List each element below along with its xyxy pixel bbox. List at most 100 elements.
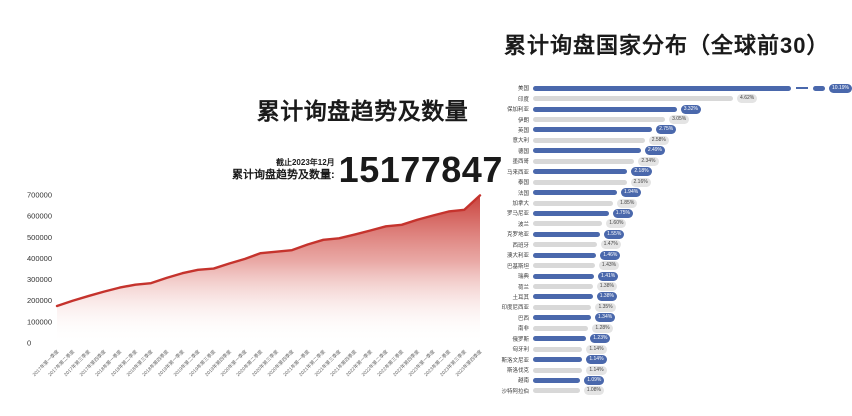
bar-segment	[533, 263, 595, 269]
cumulative-count-value: 15177847	[338, 149, 503, 190]
bar-row: 保加利亚 3.32%	[497, 104, 852, 114]
country-label: 保加利亚	[506, 107, 529, 114]
value-pill: 1.94%	[621, 188, 642, 198]
bar-row: 俄罗斯 1.23%	[497, 334, 852, 344]
country-label: 德国	[517, 148, 529, 155]
bar-track: 2.34%	[533, 156, 852, 166]
value-pill: 2.49%	[644, 146, 665, 156]
value-pill: 2.18%	[631, 167, 652, 177]
country-label: 泰国	[517, 180, 529, 187]
bar-track: 1.14%	[533, 365, 852, 375]
value-pill: 2.58%	[648, 135, 669, 145]
x-axis-tick-label: 2020年第二季度	[235, 348, 265, 378]
bar-row: 印度 4.62%	[497, 93, 852, 104]
bar-segment	[533, 210, 609, 216]
x-axis-tick-label: 2023年第四季度	[454, 348, 484, 378]
bar-row: 斯洛伐克 1.14%	[497, 365, 852, 375]
country-label: 斯洛伐克	[506, 368, 529, 375]
country-label: 澳大利亚	[506, 253, 529, 260]
bar-track: 1.35%	[533, 302, 852, 312]
x-axis-tick-label: 2018年第一季度	[94, 348, 124, 378]
area-chart-svg: 0 100000 200000 300000 400000 500000 600000 700…	[27, 191, 484, 378]
y-axis-tick-label: 200000	[27, 296, 52, 305]
bar-row: 意大利 2.58%	[497, 135, 852, 145]
y-axis-tick-label: 600000	[27, 212, 52, 221]
country-label: 土耳其	[512, 294, 529, 301]
x-axis-tick-label: 2017年第四季度	[78, 348, 108, 378]
value-pill: 1.34%	[595, 313, 616, 323]
country-label: 巴基斯坦	[506, 263, 529, 270]
bar-row: 加拿大 1.85%	[497, 198, 852, 208]
value-pill: 2.75%	[656, 125, 677, 135]
bar-segment	[533, 200, 614, 206]
bar-segment	[533, 315, 592, 321]
bar-track: 1.94%	[533, 188, 852, 198]
bar-track: 1.85%	[533, 198, 852, 208]
bar-segment	[533, 179, 627, 185]
value-pill: 10.19%	[829, 83, 852, 93]
x-axis-tick-label: 2018年第三季度	[125, 348, 155, 378]
bar-segment	[533, 325, 589, 331]
bar-row: 美国 10.19%	[497, 83, 852, 93]
x-axis-tick-label: 2018年第二季度	[109, 348, 139, 378]
bar-segment	[533, 252, 597, 258]
y-axis-tick-label: 300000	[27, 275, 52, 284]
bar-segment	[533, 346, 583, 352]
x-axis-tick-label: 2019年第一季度	[156, 348, 186, 378]
bar-segment	[533, 221, 603, 227]
bar-row: 西班牙 1.47%	[497, 240, 852, 250]
bar-segment	[533, 148, 641, 154]
bar-segment	[533, 284, 593, 290]
bar-segment	[533, 242, 597, 248]
country-label: 巴西	[517, 315, 529, 322]
bar-track: 1.47%	[533, 240, 852, 250]
bar-row: 越南 1.09%	[497, 375, 852, 385]
bar-track: 1.55%	[533, 229, 852, 239]
bar-segment	[533, 304, 592, 310]
bar-track: 1.38%	[533, 282, 852, 292]
x-axis-tick-label: 2019年第四季度	[203, 348, 233, 378]
bar-row: 法国 1.94%	[497, 187, 852, 198]
x-axis-tick-label: 2017年第一季度	[31, 348, 61, 378]
x-axis-tick-label: 2022年第四季度	[391, 348, 421, 378]
x-axis-tick-label: 2022年第三季度	[376, 348, 406, 378]
bar-row: 墨西哥 2.34%	[497, 156, 852, 166]
bar-row: 澳大利亚 1.46%	[497, 250, 852, 260]
bar-track: 2.75%	[533, 125, 852, 135]
bar-segment	[533, 85, 791, 91]
bar-segment	[533, 336, 587, 342]
x-axis-tick-label: 2021年第一季度	[282, 348, 312, 378]
bar-track: 10.19%	[533, 83, 852, 93]
area-fill	[57, 195, 480, 343]
x-axis-tick-label: 2017年第二季度	[47, 348, 77, 378]
country-label: 俄罗斯	[512, 336, 529, 343]
y-axis-tick-label: 500000	[27, 233, 52, 242]
bar-segment	[533, 357, 583, 363]
bar-segment	[533, 231, 601, 237]
value-pill: 1.47%	[600, 240, 621, 250]
country-label: 美国	[517, 86, 529, 93]
bar-segment	[533, 190, 617, 196]
trend-stat-labels: 截止2023年12月 累计询盘趋势及数量:	[232, 158, 335, 185]
bar-row: 斯洛文尼亚 1.14%	[497, 354, 852, 365]
bar-segment	[533, 106, 677, 112]
value-pill: 3.05%	[669, 115, 690, 125]
trend-stat-block: 截止2023年12月 累计询盘趋势及数量: 15177847	[232, 149, 503, 190]
country-label: 沙特阿拉伯	[501, 388, 529, 395]
bar-track: 3.32%	[533, 104, 852, 114]
area-line	[55, 194, 482, 308]
bar-row: 沙特阿拉伯 1.08%	[497, 386, 852, 396]
value-pill: 1.38%	[596, 282, 617, 292]
value-pill: 1.14%	[586, 344, 607, 354]
value-pill: 1.28%	[592, 323, 613, 333]
value-pill: 1.09%	[584, 375, 605, 385]
country-label: 荷兰	[517, 284, 529, 291]
bar-track: 1.08%	[533, 386, 852, 396]
x-axis-tick-label: 2023年第三季度	[438, 348, 468, 378]
value-pill: 1.55%	[604, 229, 625, 239]
value-pill: 1.85%	[617, 198, 638, 208]
bar-track: 1.75%	[533, 208, 852, 218]
bar-track: 2.18%	[533, 167, 852, 177]
cumulative-count-label: 累计询盘趋势及数量:	[232, 169, 335, 182]
bar-track: 1.38%	[533, 292, 852, 302]
